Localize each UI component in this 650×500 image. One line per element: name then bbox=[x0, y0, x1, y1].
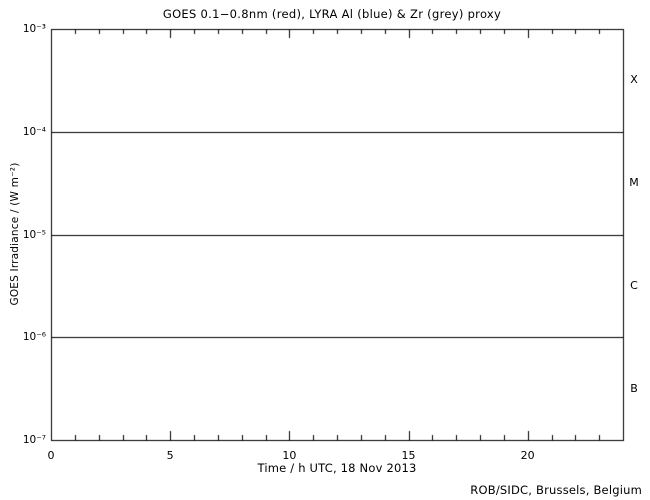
flare-class-label-x: X bbox=[630, 73, 638, 87]
x-tick-label-10: 10 bbox=[282, 449, 297, 462]
flare-class-label-m: M bbox=[629, 176, 639, 190]
y-tick-label-2: 10⁻⁵ bbox=[22, 228, 46, 241]
chart-title: GOES 0.1−0.8nm (red), LYRA Al (blue) & Z… bbox=[162, 7, 502, 21]
credit-text: ROB/SIDC, Brussels, Belgium bbox=[470, 483, 642, 497]
x-tick-label-20: 20 bbox=[520, 449, 535, 462]
y-tick-label-4: 10⁻⁷ bbox=[22, 434, 46, 446]
x-axis-label: Time / h UTC, 18 Nov 2013 bbox=[257, 461, 417, 475]
y-tick-label-1: 10⁻⁴ bbox=[22, 125, 46, 138]
flare-class-label-c: C bbox=[630, 278, 638, 292]
x-tick-label-15: 15 bbox=[401, 449, 416, 462]
flare-class-label-b: B bbox=[630, 381, 638, 395]
x-tick-label-5: 5 bbox=[166, 449, 174, 462]
x-tick-label-0: 0 bbox=[47, 449, 55, 462]
y-tick-label-3: 10⁻⁶ bbox=[22, 331, 46, 344]
y-tick-label-0: 10⁻³ bbox=[22, 23, 46, 35]
